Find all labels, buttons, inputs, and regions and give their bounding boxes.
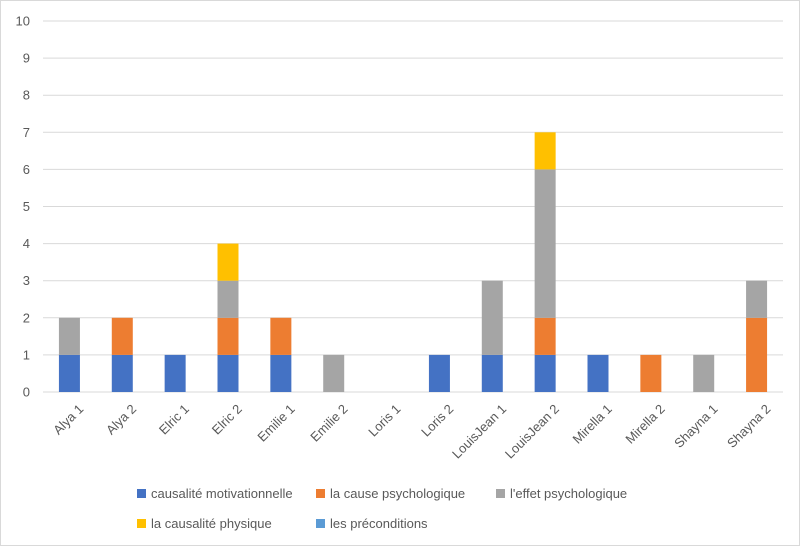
legend-label: les préconditions bbox=[330, 516, 428, 531]
bar-segment bbox=[534, 132, 556, 170]
legend-label: causalité motivationnelle bbox=[151, 486, 293, 501]
y-tick-label: 10 bbox=[16, 14, 30, 29]
bar-segment bbox=[164, 354, 186, 392]
bar-segment bbox=[534, 354, 556, 392]
x-tick-label: Emilie 2 bbox=[307, 401, 350, 444]
legend-item: les préconditions bbox=[316, 516, 428, 531]
x-tick-label: LouisJean 1 bbox=[449, 401, 509, 461]
bar-segment bbox=[270, 317, 292, 355]
y-tick-label: 0 bbox=[23, 385, 30, 400]
y-tick-label: 7 bbox=[23, 125, 30, 140]
bar-segment bbox=[217, 354, 239, 392]
legend-swatch bbox=[137, 519, 146, 528]
legend-swatch bbox=[137, 489, 146, 498]
y-tick-label: 2 bbox=[23, 310, 30, 325]
bars bbox=[58, 132, 768, 392]
y-tick-label: 1 bbox=[23, 347, 30, 362]
legend-label: la cause psychologique bbox=[330, 486, 466, 501]
x-tick-label: Shayna 1 bbox=[671, 401, 720, 450]
bar-segment bbox=[428, 354, 450, 392]
x-tick-label: Loris 2 bbox=[418, 401, 456, 439]
x-tick-label: Elric 2 bbox=[209, 401, 245, 437]
bar-segment bbox=[217, 280, 239, 318]
y-tick-label: 6 bbox=[23, 162, 30, 177]
bar-segment bbox=[587, 354, 609, 392]
bar-segment bbox=[111, 317, 133, 355]
x-axis-tick-labels: Alya 1 Alya 2 Elric 1 Elric 2 Emilie 1 Emilie… bbox=[50, 401, 773, 461]
bar-segment bbox=[217, 317, 239, 355]
y-tick-label: 3 bbox=[23, 273, 30, 288]
legend-swatch bbox=[316, 519, 325, 528]
y-tick-label: 9 bbox=[23, 51, 30, 66]
bar-segment bbox=[58, 317, 80, 355]
bar-segment bbox=[481, 354, 503, 392]
legend-item: l'effet psychologique bbox=[496, 486, 627, 501]
x-tick-label: Shayna 2 bbox=[724, 401, 773, 450]
legend-label: la causalité physique bbox=[151, 516, 272, 531]
x-tick-label: Elric 1 bbox=[156, 401, 192, 437]
bar-segment bbox=[111, 354, 133, 392]
legend-item: causalité motivationnelle bbox=[137, 486, 293, 501]
bar-segment bbox=[534, 169, 556, 318]
legend-swatch bbox=[316, 489, 325, 498]
bar-segment bbox=[481, 280, 503, 355]
legend-item: la cause psychologique bbox=[316, 486, 465, 501]
y-axis-tick-labels: 0 1 2 3 4 5 6 7 8 9 10 bbox=[16, 14, 30, 400]
bar-segment bbox=[270, 354, 292, 392]
x-tick-label: Mirella 1 bbox=[570, 401, 615, 446]
x-tick-label: Loris 1 bbox=[365, 401, 403, 439]
y-tick-label: 5 bbox=[23, 199, 30, 214]
bar-segment bbox=[323, 354, 345, 392]
bar-segment bbox=[640, 354, 662, 392]
legend-item: la causalité physique bbox=[137, 516, 272, 531]
bar-segment bbox=[217, 243, 239, 281]
bar-segment bbox=[746, 317, 768, 392]
gridlines bbox=[43, 20, 783, 393]
x-tick-label: LouisJean 2 bbox=[502, 401, 562, 461]
legend-swatch bbox=[496, 489, 505, 498]
y-tick-label: 4 bbox=[23, 236, 30, 251]
legend-label: l'effet psychologique bbox=[510, 486, 628, 501]
x-tick-label: Mirella 2 bbox=[622, 401, 667, 446]
x-tick-label: Alya 2 bbox=[103, 401, 139, 437]
x-tick-label: Emilie 1 bbox=[254, 401, 297, 444]
x-tick-label: Alya 1 bbox=[50, 401, 86, 437]
bar-segment bbox=[534, 317, 556, 355]
bar-segment bbox=[746, 280, 768, 318]
y-tick-label: 8 bbox=[23, 88, 30, 103]
bar-segment bbox=[58, 354, 80, 392]
bar-segment bbox=[693, 354, 715, 392]
